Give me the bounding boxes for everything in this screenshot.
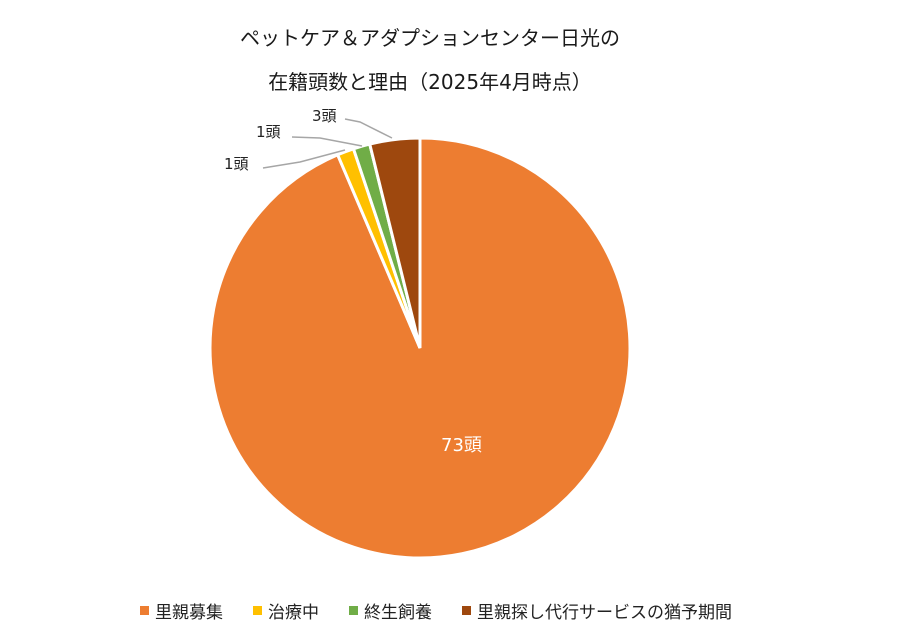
legend-label-4: 里親探し代行サービスの猶予期間 — [477, 603, 732, 623]
legend-swatch-2 — [253, 606, 262, 615]
legend-label-2: 治療中 — [268, 603, 319, 623]
leader-line-1 — [262, 149, 346, 169]
pie-slice-4 — [367, 136, 422, 349]
legend-item-2: 治療中 — [253, 598, 319, 623]
legend-item-3: 終生飼養 — [349, 598, 432, 623]
data-label-slice-3: 1頭 — [256, 123, 281, 141]
leader-line-3 — [344, 118, 393, 139]
legend-swatch-4 — [462, 606, 471, 615]
data-label-slice-2: 1頭 — [224, 155, 249, 173]
legend-label-3: 終生飼養 — [364, 603, 432, 623]
data-label-slice-1: 73頭 — [441, 435, 482, 456]
legend-label-1: 里親募集 — [155, 603, 223, 623]
legend-item-1: 里親募集 — [140, 598, 223, 623]
chart-legend: 里親募集 治療中 終生飼養 里親探し代行サービスの猶予期間 — [140, 598, 732, 623]
leader-line-2 — [291, 136, 363, 147]
chart-title-line-2: 在籍頭数と理由（2025年4月時点） — [268, 70, 592, 94]
legend-swatch-3 — [349, 606, 358, 615]
legend-item-4: 里親探し代行サービスの猶予期間 — [462, 598, 732, 623]
chart-title-line-1: ペットケア＆アダプションセンター日光の — [240, 26, 620, 50]
legend-swatch-1 — [140, 606, 149, 615]
data-label-slice-4: 3頭 — [312, 107, 337, 125]
